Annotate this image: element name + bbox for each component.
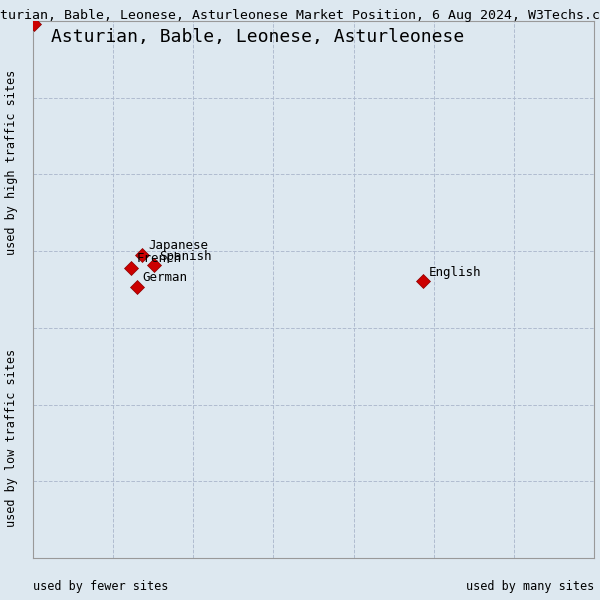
Text: Japanese: Japanese: [148, 239, 208, 252]
Text: French: French: [137, 252, 182, 265]
Text: used by many sites: used by many sites: [466, 580, 594, 593]
Text: Spanish: Spanish: [159, 250, 212, 263]
Text: used by high traffic sites: used by high traffic sites: [5, 70, 18, 254]
Text: English: English: [428, 266, 481, 278]
Text: Asturian, Bable, Leonese, Asturleonese Market Position, 6 Aug 2024, W3Techs.com: Asturian, Bable, Leonese, Asturleonese M…: [0, 9, 600, 22]
Text: Asturian, Bable, Leonese, Asturleonese: Asturian, Bable, Leonese, Asturleonese: [51, 28, 464, 46]
Text: used by fewer sites: used by fewer sites: [33, 580, 169, 593]
Text: German: German: [142, 271, 187, 284]
Text: used by low traffic sites: used by low traffic sites: [5, 349, 18, 527]
